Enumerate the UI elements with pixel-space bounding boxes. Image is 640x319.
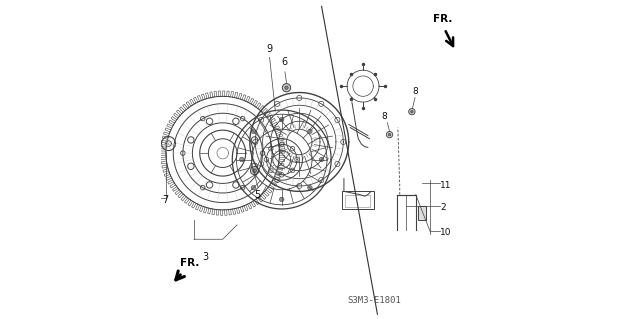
Text: FR.: FR.: [180, 258, 199, 268]
Circle shape: [285, 86, 288, 89]
Circle shape: [250, 167, 259, 175]
Text: 7: 7: [162, 195, 168, 205]
Text: FR.: FR.: [433, 14, 452, 24]
Text: 6: 6: [282, 57, 288, 67]
Text: 2: 2: [440, 203, 446, 212]
Text: 11: 11: [440, 181, 452, 189]
Text: 9: 9: [266, 44, 273, 54]
Text: S3M3-E1801: S3M3-E1801: [348, 296, 401, 305]
Circle shape: [409, 108, 415, 115]
Circle shape: [411, 110, 413, 113]
Circle shape: [280, 117, 284, 122]
FancyBboxPatch shape: [419, 206, 426, 220]
Circle shape: [308, 185, 312, 190]
Text: 5: 5: [255, 190, 261, 200]
Text: 3: 3: [202, 252, 208, 262]
Circle shape: [280, 197, 284, 202]
Circle shape: [252, 185, 256, 190]
Circle shape: [253, 169, 257, 173]
Circle shape: [319, 157, 324, 162]
Circle shape: [388, 133, 391, 136]
Circle shape: [387, 131, 393, 138]
Circle shape: [308, 129, 312, 134]
Circle shape: [252, 129, 256, 134]
Text: 8: 8: [381, 112, 387, 121]
Circle shape: [239, 157, 244, 162]
Bar: [345, 195, 371, 207]
Circle shape: [282, 84, 291, 92]
Text: 10: 10: [440, 228, 452, 237]
Text: 8: 8: [413, 87, 419, 96]
Bar: [342, 191, 374, 209]
